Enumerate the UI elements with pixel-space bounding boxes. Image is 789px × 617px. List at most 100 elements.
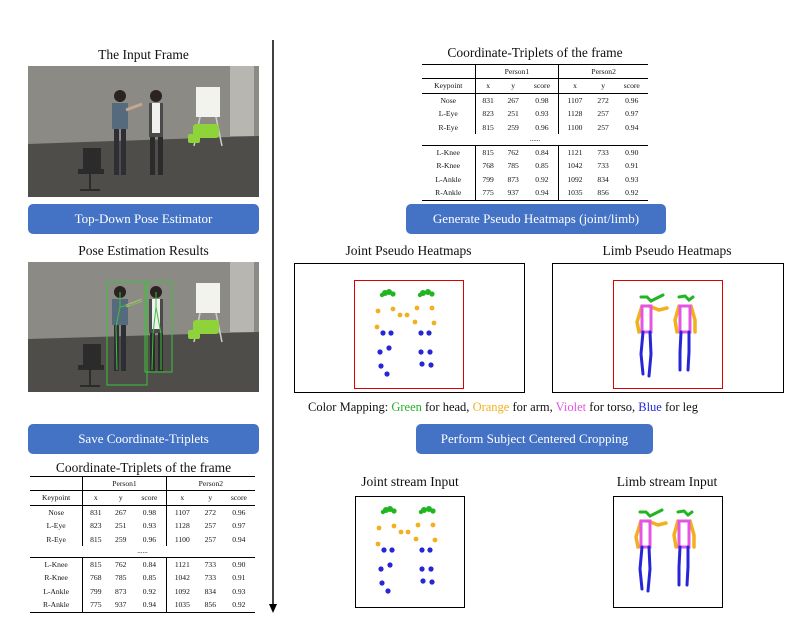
table-cell: 1121 bbox=[558, 145, 591, 160]
table-cell: 815 bbox=[474, 145, 501, 160]
person1-header: Person1 bbox=[474, 63, 559, 79]
table-cell: 785 bbox=[507, 161, 519, 171]
table-cell: 762 bbox=[500, 145, 526, 160]
table-cell: 0.93 bbox=[535, 109, 549, 119]
pose-estimation-results-image bbox=[28, 262, 259, 392]
table-cell: 259 bbox=[507, 122, 519, 132]
table-cell: 0.94 bbox=[133, 598, 167, 613]
table-cell: 0.92 bbox=[142, 586, 157, 596]
top-down-pose-estimator-button[interactable]: Top-Down Pose Estimator bbox=[28, 204, 259, 234]
table-corner bbox=[422, 63, 475, 79]
table-cell: R-Ankle bbox=[422, 186, 475, 201]
table-ellipsis: ...... bbox=[137, 547, 148, 556]
table-cell: 1121 bbox=[165, 557, 198, 572]
table-cell: 0.96 bbox=[535, 122, 549, 132]
limb-strokes-drawing bbox=[635, 293, 697, 378]
table-row: L-Ankle 799 873 0.92 1092 834 0.93 bbox=[30, 584, 255, 599]
table-cell: 1042 bbox=[558, 159, 591, 173]
table-cell: 0.97 bbox=[625, 109, 639, 119]
table-cell: 733 bbox=[204, 573, 216, 583]
table-cell: 762 bbox=[108, 557, 134, 572]
table-cell: 0.93 bbox=[625, 174, 639, 184]
table-cell: 831 bbox=[82, 504, 109, 520]
table-cell: 785 bbox=[115, 573, 127, 583]
table-cell: 0.93 bbox=[232, 586, 246, 596]
legend-leg-label: Blue bbox=[638, 400, 662, 414]
legend-head-suffix: for head, bbox=[421, 400, 473, 414]
legend-torso-suffix: for torso, bbox=[586, 400, 639, 414]
subject-centered-cropping-button[interactable]: Perform Subject Centered Cropping bbox=[416, 424, 653, 454]
table-cell: 834 bbox=[204, 586, 216, 596]
table-row: R-Eye 815 259 0.96 1100 257 0.94 bbox=[422, 120, 648, 135]
table-cell: 257 bbox=[204, 521, 216, 531]
table-row: L-Eye 823 251 0.93 1128 257 0.97 bbox=[30, 519, 255, 533]
table-cell: L-Eye bbox=[438, 109, 458, 119]
table-cell: 251 bbox=[507, 109, 519, 119]
table-cell: 267 bbox=[500, 92, 526, 108]
table-cell: 1128 bbox=[558, 107, 591, 121]
column-header: x bbox=[558, 78, 591, 94]
legend-prefix: Color Mapping: bbox=[308, 400, 392, 414]
table-cell: 0.93 bbox=[142, 521, 157, 531]
legend-torso-label: Violet bbox=[555, 400, 587, 414]
input-frame-title: The Input Frame bbox=[98, 47, 189, 62]
table-cell: 0.96 bbox=[222, 504, 255, 520]
table-cell: 1035 bbox=[558, 186, 591, 201]
table-cell: 856 bbox=[590, 186, 616, 201]
limb-pseudo-heatmaps-title: Limb Pseudo Heatmaps bbox=[602, 243, 732, 258]
table-cell: 257 bbox=[204, 534, 216, 544]
table-cell: Nose bbox=[30, 504, 83, 520]
legend-head-label: Green bbox=[391, 400, 422, 414]
table-cell: 1107 bbox=[165, 504, 198, 520]
table-cell: 937 bbox=[500, 186, 526, 201]
table-cell: 823 bbox=[474, 107, 501, 121]
table-cell: 0.85 bbox=[535, 161, 549, 171]
coordinate-triplets-table-left: Person1 Person2 Keypoint x y score x y score Nose… bbox=[30, 475, 255, 613]
color-mapping-legend: Color Mapping: Green for head, Orange fo… bbox=[308, 400, 698, 415]
table-cell: 856 bbox=[197, 598, 223, 613]
table-cell: 775 bbox=[474, 186, 501, 201]
table-cell: 799 bbox=[474, 172, 501, 187]
table-cell: 873 bbox=[507, 174, 519, 184]
table-cell: 0.92 bbox=[222, 598, 255, 613]
table-cell: 0.85 bbox=[142, 573, 157, 583]
table-cell: 257 bbox=[597, 109, 609, 119]
generate-pseudo-heatmaps-button[interactable]: Generate Pseudo Heatmaps (joint/limb) bbox=[406, 204, 666, 234]
table-row: R-Knee 768 785 0.85 1042 733 0.91 bbox=[422, 159, 648, 173]
column-header: y bbox=[590, 78, 616, 94]
table-row: R-Ankle 775 937 0.94 1035 856 0.92 bbox=[30, 598, 255, 613]
person2-header: Person2 bbox=[165, 475, 255, 491]
joint-pseudo-heatmaps-title: Joint Pseudo Heatmaps bbox=[345, 243, 472, 258]
input-frame-image bbox=[28, 66, 259, 197]
table-cell: 0.84 bbox=[525, 145, 559, 160]
left-table-title: Coordinate-Triplets of the frame bbox=[55, 460, 232, 475]
table-cell: 0.84 bbox=[133, 557, 167, 572]
table-row: Nose 831 267 0.98 1107 272 0.96 bbox=[30, 504, 255, 520]
limb-crop-region bbox=[613, 280, 723, 389]
table-cell: L-Ankle bbox=[43, 586, 69, 596]
table-cell: 815 bbox=[82, 557, 109, 572]
table-row: Nose 831 267 0.98 1107 272 0.96 bbox=[422, 92, 648, 108]
table-cell: 0.92 bbox=[615, 186, 648, 201]
table-cell: 834 bbox=[597, 174, 609, 184]
table-cell: 0.94 bbox=[625, 122, 639, 132]
table-cell: R-Eye bbox=[438, 122, 458, 132]
table-cell: 272 bbox=[197, 504, 223, 520]
table-cell: 733 bbox=[597, 161, 609, 171]
vertical-divider-arrow bbox=[269, 40, 277, 613]
table-row: L-Knee 815 762 0.84 1121 733 0.90 bbox=[422, 145, 648, 160]
table-cell: R-Eye bbox=[46, 534, 66, 544]
column-header: y bbox=[500, 78, 526, 94]
table-cell: 0.94 bbox=[232, 534, 246, 544]
table-cell: 1042 bbox=[165, 571, 198, 585]
joint-dots-drawing bbox=[374, 289, 437, 377]
table-row: R-Ankle 775 937 0.94 1035 856 0.92 bbox=[422, 186, 648, 201]
table-row: L-Eye 823 251 0.93 1128 257 0.97 bbox=[422, 107, 648, 121]
table-cell: 0.90 bbox=[222, 557, 255, 572]
table-cell: 733 bbox=[590, 145, 616, 160]
table-cell: 259 bbox=[115, 534, 127, 544]
joint-stream-input-frame bbox=[355, 496, 465, 608]
table-cell: 0.98 bbox=[525, 92, 559, 108]
table-cell: 831 bbox=[474, 92, 501, 108]
save-coordinate-triplets-button[interactable]: Save Coordinate-Triplets bbox=[28, 424, 259, 454]
